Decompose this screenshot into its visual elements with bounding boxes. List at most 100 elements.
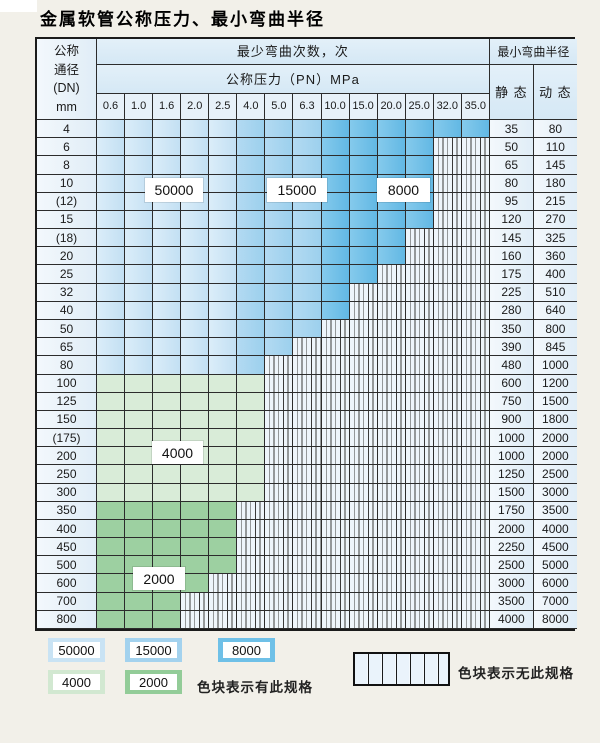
pressure-col-header: 15.0 [349, 94, 378, 120]
no-spec-cell [405, 356, 434, 375]
spec-cell [181, 574, 210, 593]
no-spec-cell [349, 356, 378, 375]
spec-cell [405, 120, 434, 139]
no-spec-cell [461, 447, 490, 466]
no-spec-cell [433, 574, 462, 593]
spec-cell [209, 265, 238, 284]
no-spec-cell [461, 374, 490, 393]
spec-cell [405, 138, 434, 157]
no-spec-cell [349, 592, 378, 611]
pressure-col-header: 6.3 [293, 94, 322, 120]
dynamic-column-header: 动 态 [533, 65, 577, 120]
dynamic-value-cell: 7000 [533, 592, 577, 611]
spec-cell [153, 592, 182, 611]
zone-label-2000: 2000 [133, 567, 185, 590]
no-spec-cell [293, 483, 322, 502]
no-spec-cell [237, 592, 266, 611]
pressure-col-header: 1.6 [153, 94, 182, 120]
static-value-cell: 2500 [489, 556, 534, 575]
spec-cell [321, 265, 350, 284]
no-spec-cell [209, 610, 238, 629]
spec-cell [405, 156, 434, 175]
spec-cell [125, 429, 154, 448]
dynamic-value-cell: 180 [533, 174, 577, 193]
spec-cell [153, 283, 182, 302]
spec-cell [125, 519, 154, 539]
no-spec-cell [405, 374, 434, 393]
spec-cell [125, 356, 154, 375]
no-spec-cell [433, 301, 462, 320]
no-spec-cell [377, 501, 406, 520]
spec-cell [237, 120, 266, 139]
no-spec-cell [461, 265, 490, 284]
no-spec-cell [405, 319, 434, 339]
no-spec-cell [433, 519, 462, 539]
spec-cell [125, 210, 154, 230]
spec-cell [321, 210, 350, 230]
spec-cell [97, 229, 126, 248]
spec-cell [125, 338, 154, 357]
spec-cell [181, 538, 210, 557]
no-spec-cell [461, 210, 490, 230]
spec-cell [265, 283, 294, 302]
no-spec-cell [321, 356, 350, 375]
spec-cell [265, 210, 294, 230]
spec-cell [349, 210, 378, 230]
no-spec-cell [433, 447, 462, 466]
spec-cell [349, 138, 378, 157]
no-spec-cell [433, 592, 462, 611]
no-spec-cell [321, 447, 350, 466]
no-spec-cell [293, 410, 322, 430]
no-spec-cell [433, 610, 462, 629]
dynamic-value-cell: 1500 [533, 392, 577, 411]
spec-cell [405, 210, 434, 230]
spec-cell [153, 410, 182, 430]
spec-cell [209, 519, 238, 539]
spec-cell [181, 210, 210, 230]
no-spec-cell [349, 447, 378, 466]
dn-cell: 20 [37, 247, 97, 266]
spec-cell [181, 120, 210, 139]
spec-cell [97, 374, 126, 393]
spec-cell [181, 392, 210, 411]
no-spec-cell [433, 174, 462, 193]
cycles-header: 最少弯曲次数，次 [97, 39, 490, 65]
no-spec-cell [405, 501, 434, 520]
no-spec-cell [265, 447, 294, 466]
no-spec-cell [433, 374, 462, 393]
no-spec-cell [321, 429, 350, 448]
static-value-cell: 225 [489, 283, 534, 302]
no-spec-cell [265, 392, 294, 411]
spec-cell [181, 338, 210, 357]
no-spec-cell [405, 592, 434, 611]
no-spec-cell [349, 392, 378, 411]
spec-cell [321, 120, 350, 139]
dn-cell: 65 [37, 338, 97, 357]
spec-cell [153, 356, 182, 375]
pressure-col-header: 35.0 [461, 94, 490, 120]
static-value-cell: 600 [489, 374, 534, 393]
spec-cell [153, 210, 182, 230]
no-spec-cell [461, 556, 490, 575]
static-value-cell: 80 [489, 174, 534, 193]
no-spec-cell [461, 501, 490, 520]
spec-cell [181, 265, 210, 284]
spec-cell [97, 210, 126, 230]
spec-cell [125, 483, 154, 502]
no-spec-cell [405, 429, 434, 448]
no-spec-cell [405, 283, 434, 302]
dn-cell: 8 [37, 156, 97, 175]
spec-cell [265, 301, 294, 320]
spec-cell [97, 501, 126, 520]
no-spec-cell [461, 410, 490, 430]
dn-cell: 100 [37, 374, 97, 393]
pressure-col-header: 5.0 [265, 94, 294, 120]
spec-cell [125, 283, 154, 302]
spec-cell [321, 174, 350, 193]
no-spec-cell [349, 538, 378, 557]
dn-cell: 200 [37, 447, 97, 466]
no-spec-cell [377, 283, 406, 302]
no-spec-cell [405, 301, 434, 320]
no-spec-cell [377, 429, 406, 448]
no-spec-cell [461, 229, 490, 248]
